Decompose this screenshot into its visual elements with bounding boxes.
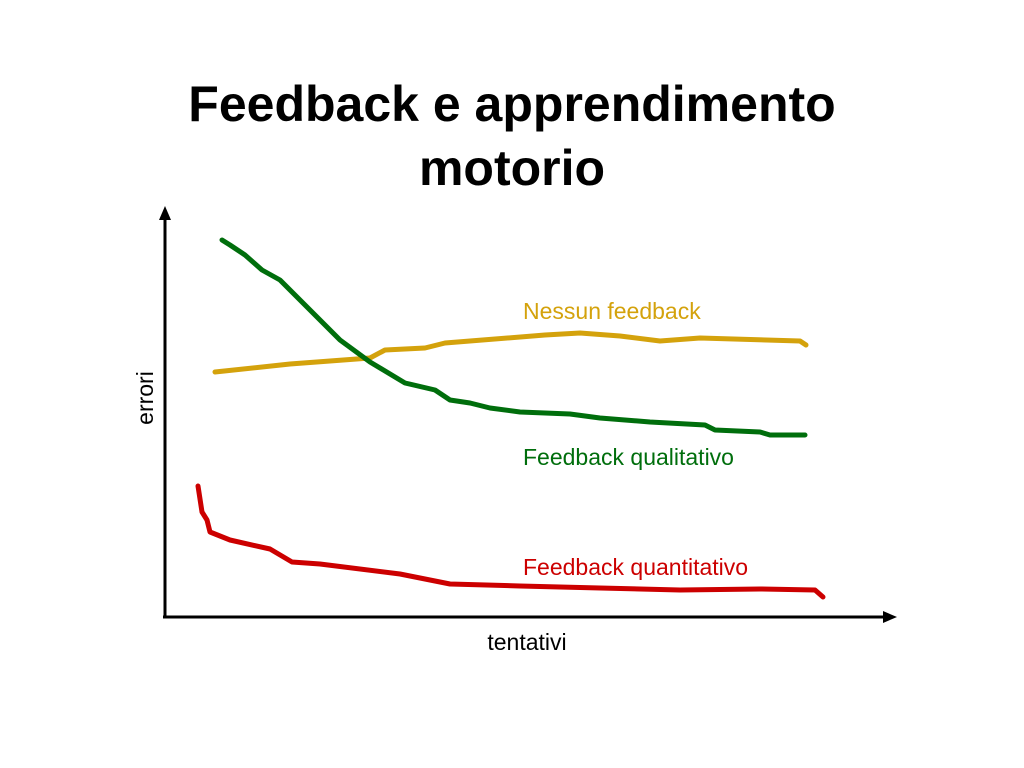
- title-line: Feedback e apprendimento: [188, 76, 836, 132]
- x-axis-label: tentativi: [487, 629, 566, 655]
- curve-quantitative: [195, 483, 826, 600]
- y-axis-arrow: [159, 206, 171, 220]
- curve-label: Nessun feedback: [523, 298, 701, 324]
- curve-no-feedback: [212, 330, 809, 375]
- title-line: motorio: [418, 140, 606, 196]
- x-axis-arrow: [883, 611, 897, 623]
- y-axis-label: errori: [132, 371, 158, 425]
- curve-qualitative: [219, 237, 808, 438]
- curve-label: Feedback qualitativo: [523, 444, 734, 470]
- curve-label: Feedback quantitativo: [523, 554, 748, 580]
